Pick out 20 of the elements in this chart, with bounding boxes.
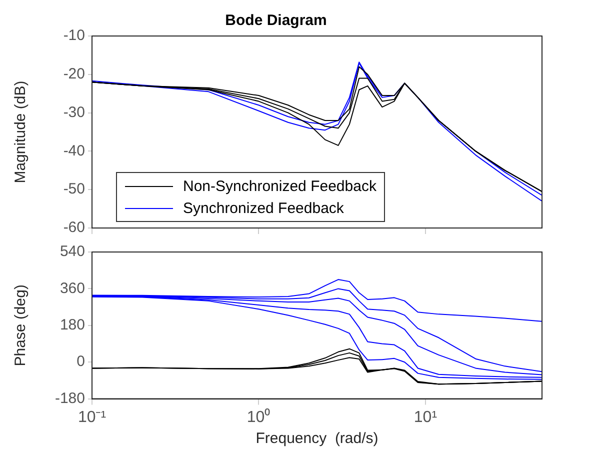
- legend-label: Non-Synchronized Feedback: [183, 178, 376, 194]
- y-tick-label: -180: [54, 390, 85, 407]
- y-tick-label: 0: [76, 353, 85, 370]
- y-tick-label: -50: [63, 180, 85, 198]
- legend-label: Synchronized Feedback: [183, 200, 344, 216]
- x-tick-label: 10¹: [414, 408, 438, 426]
- y-axis-title: Phase (deg): [12, 284, 30, 366]
- y-tick-label: -10: [63, 27, 85, 44]
- y-tick-label: 360: [60, 280, 85, 297]
- y-tick-label: 540: [60, 243, 85, 260]
- y-tick-label: -20: [63, 66, 85, 83]
- y-tick-label: 180: [60, 316, 85, 334]
- x-tick-label: 10⁻¹: [78, 408, 106, 426]
- y-tick-label: -60: [63, 219, 85, 236]
- y-axis-title: Magnitude (dB): [12, 80, 30, 184]
- chart-title: Bode Diagram: [225, 12, 327, 30]
- x-axis-title: Frequency (rad/s): [256, 430, 378, 448]
- x-tick-label: 10⁰: [246, 408, 271, 426]
- y-tick-label: -40: [63, 142, 85, 160]
- y-tick-label: -30: [63, 104, 85, 121]
